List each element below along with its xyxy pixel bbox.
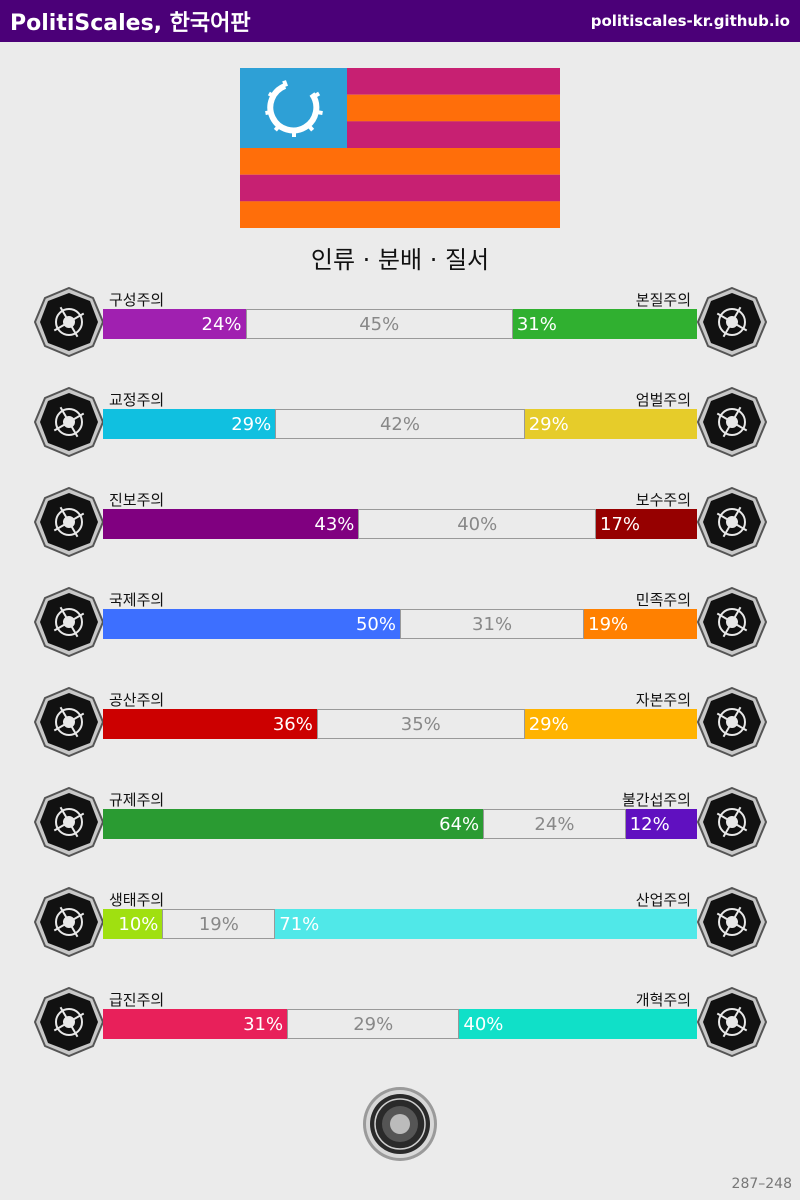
axis-left-value: 24% (103, 309, 246, 339)
quill-icon (697, 487, 767, 557)
axis-bar: 29% 42% 29% (103, 409, 697, 439)
prison-bars-icon (697, 387, 767, 457)
axis-neutral-value: 42% (275, 409, 525, 439)
axis-right-value: 17% (596, 509, 697, 539)
axis-neutral-value: 35% (316, 709, 525, 739)
axis-left-value: 36% (103, 709, 317, 739)
axis-neutral-value: 40% (358, 509, 596, 539)
axis-row: 국제주의 민족주의 50% 31% 19% (0, 587, 800, 667)
axis-right-label: 본질주의 (635, 291, 691, 309)
axis-left-label: 공산주의 (109, 691, 165, 709)
axis-right-label: 산업주의 (635, 891, 691, 909)
axis-left-value: 43% (103, 509, 359, 539)
eye-icon (34, 287, 104, 357)
axis-neutral-value: 45% (245, 309, 513, 339)
fist-icon (34, 987, 104, 1057)
globe-icon (34, 587, 104, 657)
axis-right-value: 31% (512, 309, 697, 339)
axis-row: 생태주의 산업주의 10% 19% 71% (0, 887, 800, 967)
axis-left-value: 50% (103, 609, 400, 639)
money-bag-icon (697, 687, 767, 757)
axis-right-label: 자본주의 (635, 691, 691, 709)
result-code: 287–248 (731, 1176, 792, 1192)
site-url[interactable]: politiscales-kr.github.io (590, 12, 790, 30)
axis-right-label: 민족주의 (635, 591, 691, 609)
axis-neutral-value: 29% (287, 1009, 460, 1039)
axis-right-label: 보수주의 (635, 491, 691, 509)
sprout-icon (34, 887, 104, 957)
axis-right-label: 불간섭주의 (621, 791, 691, 809)
axis-row: 구성주의 본질주의 24% 45% 31% (0, 287, 800, 367)
axis-right-value: 12% (625, 809, 697, 839)
axis-left-value: 10% (103, 909, 163, 939)
hammer-sickle-icon (34, 687, 104, 757)
axis-left-label: 교정주의 (109, 391, 165, 409)
axis-neutral-value: 24% (483, 809, 626, 839)
result-subtitle: 인류 · 분배 · 질서 (310, 246, 490, 274)
axis-left-value: 29% (103, 409, 276, 439)
axis-left-label: 생태주의 (109, 891, 165, 909)
axis-bar: 43% 40% 17% (103, 509, 697, 539)
axis-right-label: 개혁주의 (635, 991, 691, 1009)
rocket-icon (34, 487, 104, 557)
gear-icon (265, 80, 323, 137)
axis-left-value: 31% (103, 1009, 288, 1039)
axis-bar: 24% 45% 31% (103, 309, 697, 339)
axis-left-value: 64% (103, 809, 484, 839)
axis-bar: 31% 29% 40% (103, 1009, 697, 1039)
axis-bar: 10% 19% 71% (103, 909, 697, 939)
axis-row: 급진주의 개혁주의 31% 29% 40% (0, 987, 800, 1067)
axis-bar: 64% 24% 12% (103, 809, 697, 839)
app-header: PolitiScales, 한국어판 politiscales-kr.githu… (0, 0, 800, 42)
ruler-icon (34, 787, 104, 857)
axis-left-label: 규제주의 (109, 791, 165, 809)
flag-icon (697, 587, 767, 657)
result-flag (240, 68, 560, 228)
parliament-icon (697, 987, 767, 1057)
axis-left-label: 구성주의 (109, 291, 165, 309)
axis-neutral-value: 31% (400, 609, 585, 639)
axis-neutral-value: 19% (162, 909, 276, 939)
handshake-icon (34, 387, 104, 457)
axis-bar: 50% 31% 19% (103, 609, 697, 639)
app-title: PolitiScales, 한국어판 (10, 11, 251, 36)
axis-left-label: 국제주의 (109, 591, 165, 609)
axis-row: 공산주의 자본주의 36% 35% 29% (0, 687, 800, 767)
axis-row: 진보주의 보수주의 43% 40% 17% (0, 487, 800, 567)
axis-right-label: 엄벌주의 (635, 391, 691, 409)
axis-left-label: 급진주의 (109, 991, 165, 1009)
flower-icon (697, 287, 767, 357)
axis-bar: 36% 35% 29% (103, 709, 697, 739)
axis-right-value: 71% (275, 909, 697, 939)
seal-icon (363, 1087, 437, 1161)
axis-left-label: 진보주의 (109, 491, 165, 509)
butterfly-icon (697, 787, 767, 857)
axis-row: 규제주의 불간섭주의 64% 24% 12% (0, 787, 800, 867)
axis-right-value: 29% (524, 709, 697, 739)
axis-right-value: 29% (524, 409, 697, 439)
gear-icon (697, 887, 767, 957)
axis-right-value: 40% (459, 1009, 697, 1039)
axis-right-value: 19% (584, 609, 697, 639)
axis-row: 교정주의 엄벌주의 29% 42% 29% (0, 387, 800, 467)
